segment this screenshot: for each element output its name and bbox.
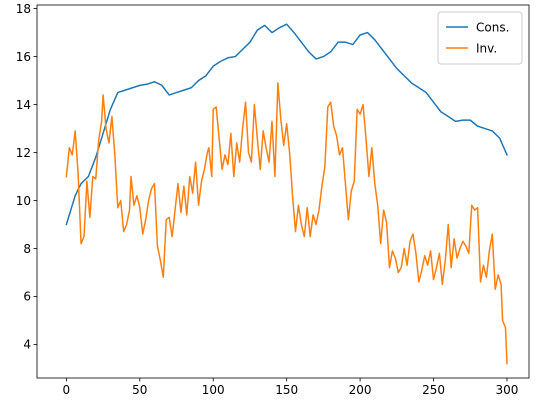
legend-label-1: Inv.	[476, 41, 497, 55]
legend-box	[437, 11, 523, 65]
y-axis: 4 6 8 10 12 14 16 18	[16, 2, 37, 352]
series-line-1	[65, 82, 508, 365]
y-tick-label-5: 14	[16, 98, 31, 112]
y-tick-label-7: 18	[16, 2, 31, 16]
x-axis: 0 50 100 150 200 250 300	[63, 378, 519, 397]
x-tick-label-3: 150	[275, 383, 298, 397]
x-tick-label-6: 300	[496, 383, 519, 397]
y-tick-label-3: 10	[16, 194, 31, 208]
y-tick-label-0: 4	[23, 338, 31, 352]
y-tick-label-6: 16	[16, 50, 31, 64]
y-tick-label-1: 6	[23, 290, 31, 304]
series-line-0	[65, 23, 508, 226]
legend-label-0: Cons.	[476, 20, 509, 34]
x-tick-label-4: 200	[349, 383, 372, 397]
x-tick-label-2: 100	[202, 383, 225, 397]
plot-frame	[36, 4, 530, 379]
y-tick-label-4: 12	[16, 146, 31, 160]
legend: Cons. Inv.	[437, 11, 523, 65]
plot-area	[36, 4, 530, 379]
x-tick-label-5: 250	[422, 383, 445, 397]
x-tick-label-0: 0	[63, 383, 71, 397]
y-tick-label-2: 8	[23, 242, 31, 256]
x-tick-label-1: 50	[132, 383, 147, 397]
